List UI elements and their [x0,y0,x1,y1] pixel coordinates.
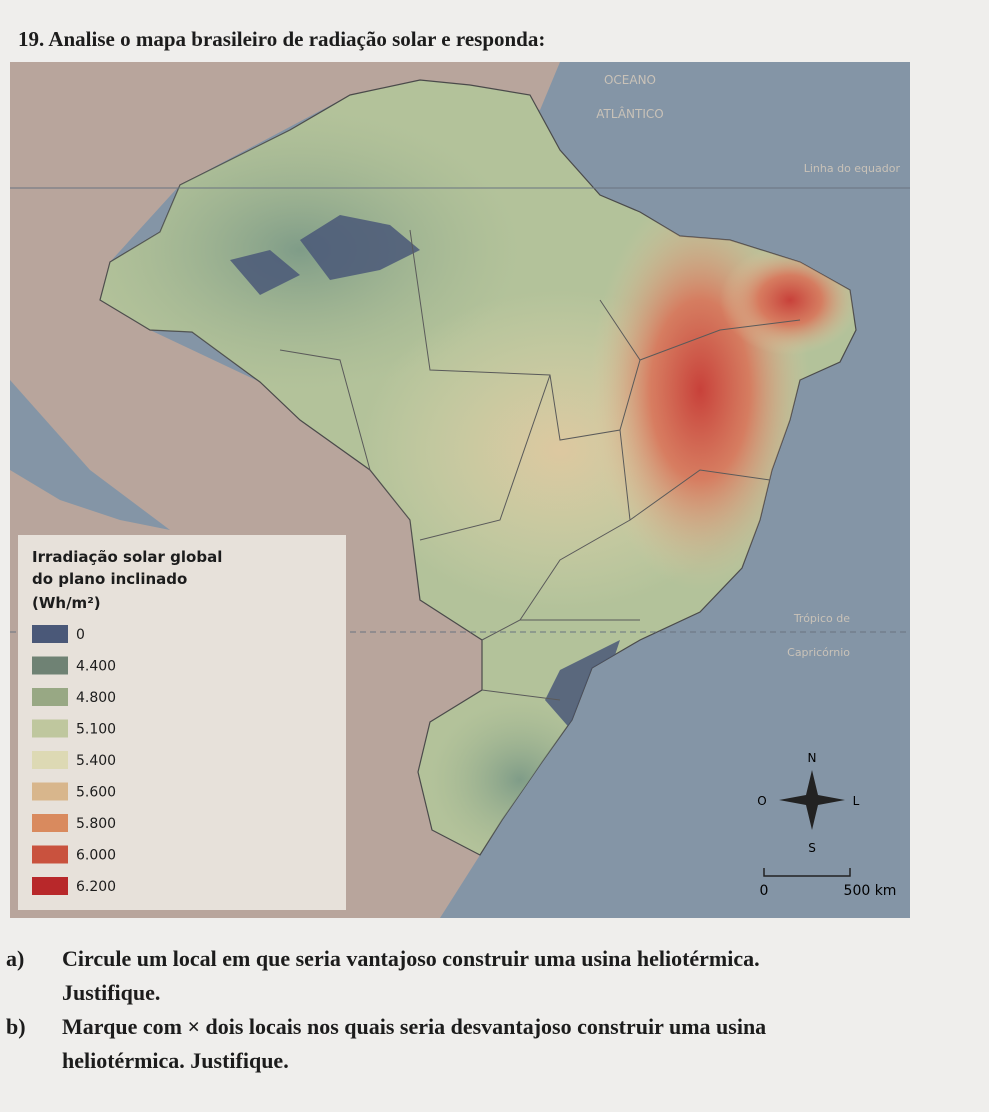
legend-label: 5.800 [76,816,116,832]
legend-swatch [32,688,68,706]
legend-label: 0 [76,627,85,643]
legend-label: 5.400 [76,753,116,769]
question-title: 19. Analise o mapa brasileiro de radiaçã… [18,27,545,51]
legend-swatch [32,782,68,801]
legend-swatch [32,814,68,832]
question-label: a) [6,946,24,971]
legend-label: 6.000 [76,848,116,864]
compass-west: O [757,794,766,808]
compass-east: L [853,794,860,808]
legend-swatch [32,719,68,738]
legend-title: Irradiação solar global [32,548,222,566]
compass: N S O L [757,751,859,855]
scale-bar: 0 500 km [760,868,897,899]
legend: Irradiação solar global do plano inclina… [18,535,346,910]
legend-label: 5.600 [76,785,116,801]
equator-label: Linha do equador [804,162,901,175]
questions: a) Circule um local em que seria vantajos… [6,946,766,1073]
legend-label: 5.100 [76,722,116,738]
tropic-label: Capricórnio [787,646,850,659]
state-borders [279,229,801,701]
question-label: b) [6,1014,26,1039]
ocean-label: ATLÂNTICO [596,106,663,121]
question-text: Circule um local em que seria vantajoso … [62,946,760,971]
legend-label: 6.200 [76,879,116,895]
legend-swatch [32,845,68,864]
legend-title: (Wh/m²) [32,594,101,612]
legend-title: do plano inclinado [32,570,187,588]
question-text: Marque com × dois locais nos quais seria… [62,1014,766,1039]
scale-start: 0 [760,883,769,899]
scale-end: 500 km [844,883,897,899]
pacific [10,380,170,530]
ocean-label: OCEANO [604,73,656,87]
compass-south: S [808,841,816,855]
question-text: Justifique. [62,980,160,1005]
tropic-label: Trópico de [793,612,850,625]
question-text: heliotérmica. Justifique. [62,1048,289,1073]
legend-swatch [32,877,68,895]
legend-box [18,535,346,910]
legend-label: 4.800 [76,690,116,706]
legend-label: 4.400 [76,659,116,675]
legend-swatch [32,656,68,675]
compass-north: N [808,751,817,765]
legend-swatch [32,751,68,769]
legend-swatch [32,625,68,643]
map: OCEANO ATLÂNTICO Linha do equador Trópic… [10,62,910,918]
